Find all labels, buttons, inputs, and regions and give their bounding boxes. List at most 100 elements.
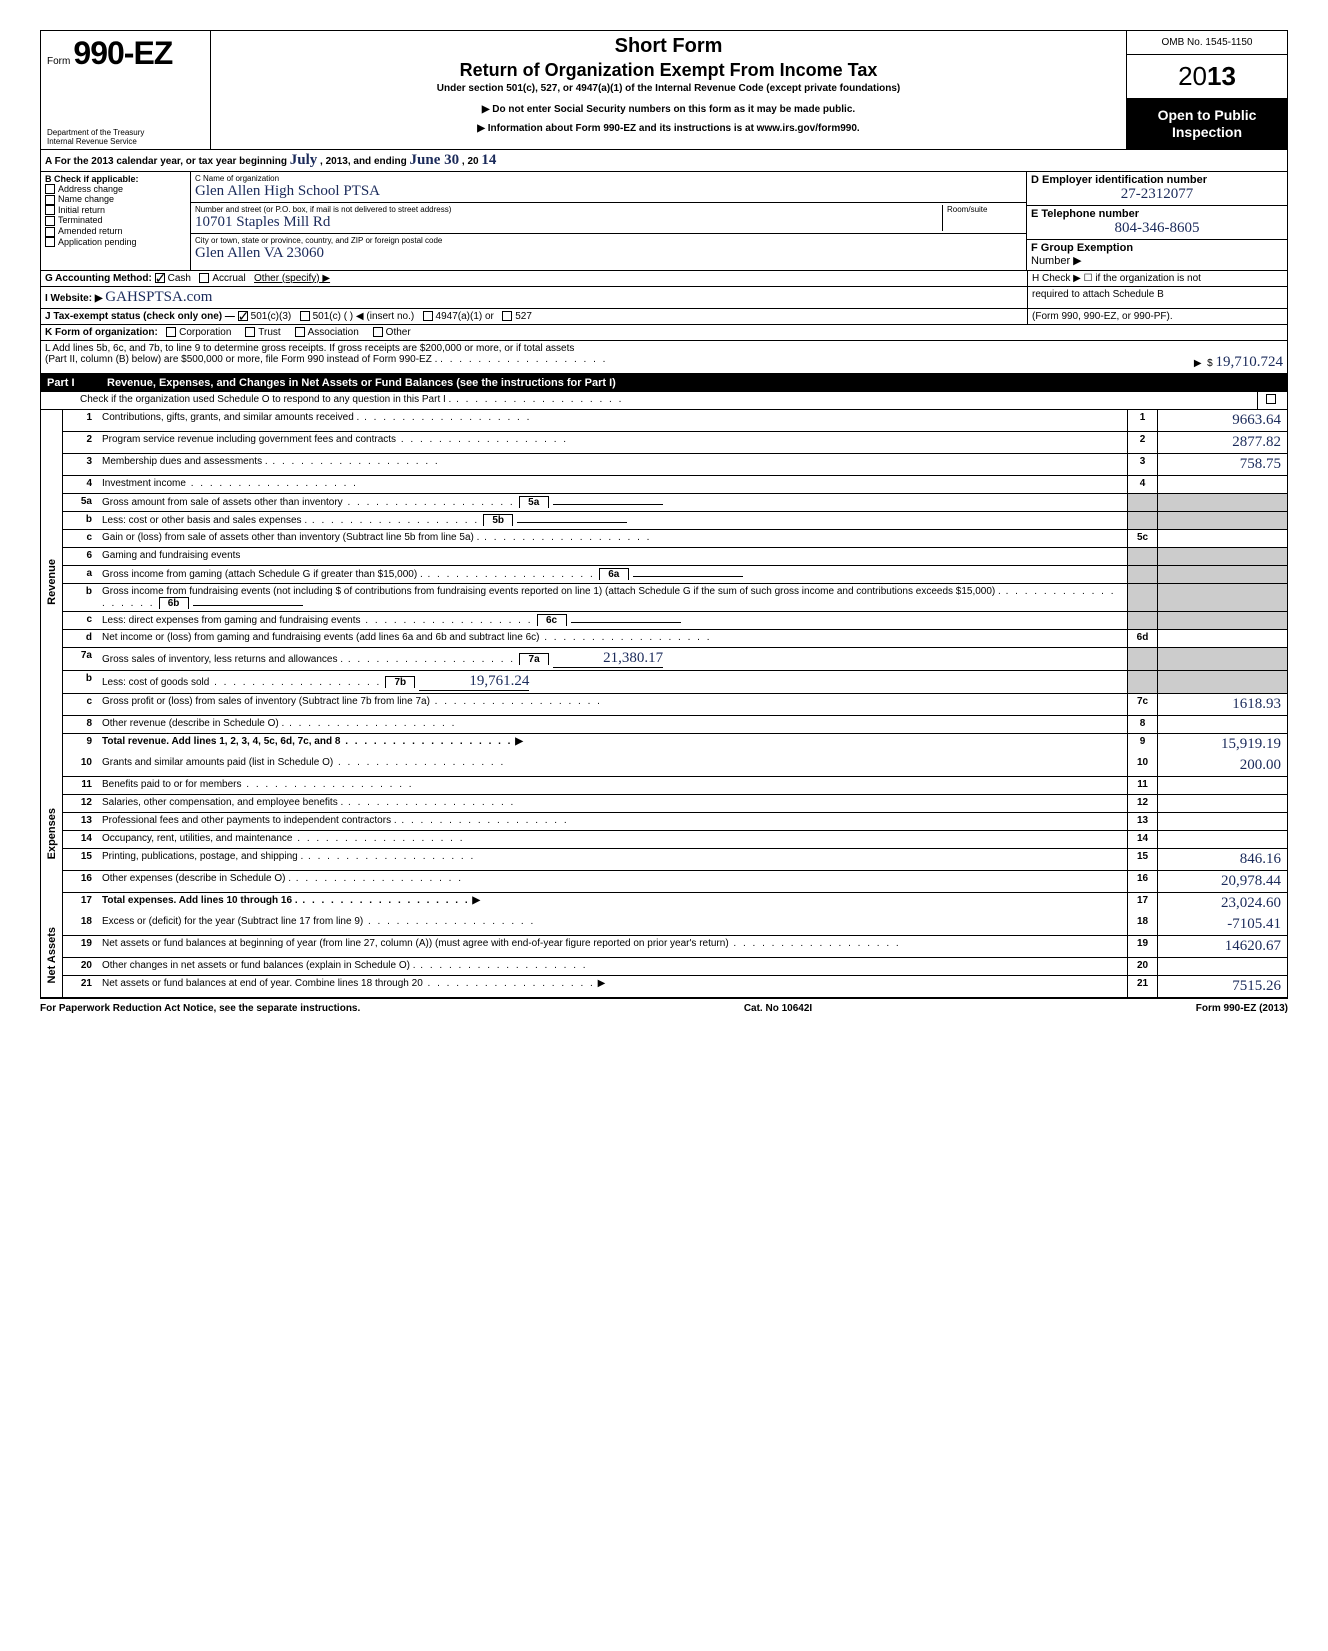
amt-col[interactable]: 23,024.60	[1157, 893, 1287, 914]
b-opt-5[interactable]: Application pending	[45, 237, 186, 248]
amt-col[interactable]: 2877.82	[1157, 432, 1287, 453]
amt-col[interactable]	[1157, 566, 1287, 583]
amt-col[interactable]: 200.00	[1157, 755, 1287, 776]
inner-amt-5b[interactable]	[517, 522, 627, 523]
line-desc: Salaries, other compensation, and employ…	[98, 795, 1127, 812]
j-501c3-checkbox[interactable]	[238, 311, 248, 321]
line-num: 17	[63, 893, 98, 914]
amt-col[interactable]	[1157, 795, 1287, 812]
amt-col[interactable]	[1157, 494, 1287, 511]
amt-col[interactable]	[1157, 548, 1287, 565]
j-501c-checkbox[interactable]	[300, 311, 310, 321]
line-desc: Total expenses. Add lines 10 through 16 …	[98, 893, 1127, 914]
amt-col[interactable]	[1157, 831, 1287, 848]
amt-col[interactable]	[1157, 584, 1287, 611]
i-val[interactable]: GAHSPTSA.com	[105, 289, 212, 305]
inner-amt-6b[interactable]	[193, 605, 303, 606]
line-num: 16	[63, 871, 98, 892]
amt-col[interactable]: 758.75	[1157, 454, 1287, 475]
amt-col[interactable]	[1157, 813, 1287, 830]
line-4: 4Investment income4	[63, 476, 1287, 494]
line-gh: G Accounting Method: Cash Accrual Other …	[41, 271, 1287, 287]
b-opt-2[interactable]: Initial return	[45, 205, 186, 216]
d-val[interactable]: 27-2312077	[1031, 186, 1283, 203]
e-val[interactable]: 804-346-8605	[1031, 220, 1283, 237]
line-desc: Net assets or fund balances at end of ye…	[98, 976, 1127, 997]
box-num: 17	[1127, 893, 1157, 914]
open-public: Open to Public Inspection	[1127, 99, 1287, 149]
amt-col[interactable]	[1157, 671, 1287, 693]
box-num	[1127, 612, 1157, 629]
line-b: bGross income from fundraising events (n…	[63, 584, 1287, 612]
k-trust-checkbox[interactable]	[245, 327, 255, 337]
d-ein: D Employer identification number 27-2312…	[1027, 172, 1287, 206]
amt-col[interactable]	[1157, 612, 1287, 629]
footer-right: Form 990-EZ (2013)	[1196, 1003, 1288, 1014]
amt-col[interactable]	[1157, 958, 1287, 975]
b-opt-0[interactable]: Address change	[45, 184, 186, 195]
g-accrual-checkbox[interactable]	[199, 273, 209, 283]
amt-col[interactable]	[1157, 630, 1287, 647]
amt-col[interactable]: 20,978.44	[1157, 871, 1287, 892]
j-label: J Tax-exempt status (check only one) —	[45, 311, 235, 322]
part1-checkbox[interactable]	[1266, 394, 1276, 404]
amt-col[interactable]: 1618.93	[1157, 694, 1287, 715]
year-prefix: 20	[1178, 61, 1207, 91]
inner-box-6c: 6c	[537, 614, 567, 626]
k-assoc-checkbox[interactable]	[295, 327, 305, 337]
c-street-val[interactable]: 10701 Staples Mill Rd	[195, 214, 942, 231]
c-name-val[interactable]: Glen Allen High School PTSA	[195, 183, 1022, 200]
line-num: b	[63, 671, 98, 693]
j-4947-checkbox[interactable]	[423, 311, 433, 321]
b-opt-3[interactable]: Terminated	[45, 215, 186, 226]
amt-col[interactable]: 14620.67	[1157, 936, 1287, 957]
j-527-checkbox[interactable]	[502, 311, 512, 321]
inner-amt-7b[interactable]: 19,761.24	[419, 673, 529, 691]
k-corp-checkbox[interactable]	[166, 327, 176, 337]
box-num: 5c	[1127, 530, 1157, 547]
amt-col[interactable]: 7515.26	[1157, 976, 1287, 997]
amt-col[interactable]	[1157, 530, 1287, 547]
k-other-checkbox[interactable]	[373, 327, 383, 337]
box-num: 13	[1127, 813, 1157, 830]
line-15: 15Printing, publications, postage, and s…	[63, 849, 1287, 871]
amt-col[interactable]	[1157, 648, 1287, 670]
d-label: D Employer identification number	[1031, 174, 1283, 186]
b-opt-4[interactable]: Amended return	[45, 226, 186, 237]
line-num: 11	[63, 777, 98, 794]
box-num	[1127, 648, 1157, 670]
line-2: 2Program service revenue including gover…	[63, 432, 1287, 454]
inner-amt-6c[interactable]	[571, 622, 681, 623]
inner-amt-7a[interactable]: 21,380.17	[553, 650, 663, 668]
line-14: 14Occupancy, rent, utilities, and mainte…	[63, 831, 1287, 849]
amt-col[interactable]: -7105.41	[1157, 914, 1287, 935]
inner-amt-5a[interactable]	[553, 504, 663, 505]
amt-col[interactable]: 15,919.19	[1157, 734, 1287, 755]
right-head: OMB No. 1545-1150 2013 Open to Public In…	[1127, 31, 1287, 149]
amt-col[interactable]	[1157, 716, 1287, 733]
amt-col[interactable]: 9663.64	[1157, 410, 1287, 431]
l-val[interactable]: 19,710.724	[1216, 354, 1284, 370]
line-20: 20Other changes in net assets or fund ba…	[63, 958, 1287, 976]
amt-col[interactable]	[1157, 512, 1287, 529]
amt-col[interactable]	[1157, 777, 1287, 794]
box-num: 16	[1127, 871, 1157, 892]
g-cash-checkbox[interactable]	[155, 273, 165, 283]
b-opt-1[interactable]: Name change	[45, 194, 186, 205]
title-info: ▶ Information about Form 990-EZ and its …	[219, 123, 1118, 134]
inner-box-7a: 7a	[519, 653, 549, 665]
box-num	[1127, 548, 1157, 565]
line-desc: Membership dues and assessments .	[98, 454, 1127, 475]
amt-col[interactable]	[1157, 476, 1287, 493]
line-6: 6Gaming and fundraising events	[63, 548, 1287, 566]
c-city-val[interactable]: Glen Allen VA 23060	[195, 245, 1022, 262]
form-990ez: Form 990-EZ Department of the Treasury I…	[40, 30, 1288, 999]
amt-col[interactable]: 846.16	[1157, 849, 1287, 870]
expenses-vlabel: Expenses	[41, 755, 63, 914]
header-row: Form 990-EZ Department of the Treasury I…	[41, 31, 1287, 150]
f-label: F Group Exemption	[1031, 242, 1283, 254]
f-label2: Number ▶	[1031, 254, 1283, 267]
inner-amt-6a[interactable]	[633, 576, 743, 577]
line-desc: Gross income from fundraising events (no…	[98, 584, 1127, 611]
box-num: 1	[1127, 410, 1157, 431]
